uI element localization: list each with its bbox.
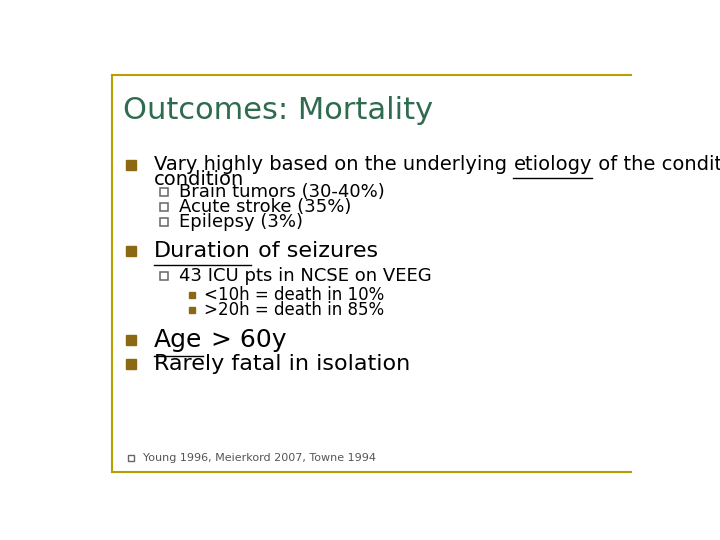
Text: etiology: etiology <box>513 155 592 174</box>
Text: > 60y: > 60y <box>202 328 286 352</box>
Text: 43 ICU pts in NCSE on VEEG: 43 ICU pts in NCSE on VEEG <box>179 267 432 285</box>
Text: condition: condition <box>154 170 244 189</box>
Text: <10h = death in 10%: <10h = death in 10% <box>204 286 384 304</box>
Text: Rarely fatal in isolation: Rarely fatal in isolation <box>154 354 410 374</box>
Text: of the condition: of the condition <box>592 155 720 174</box>
Text: Duration: Duration <box>154 241 251 261</box>
Text: Epilepsy (3%): Epilepsy (3%) <box>179 213 303 231</box>
Text: Age: Age <box>154 328 202 352</box>
Text: of seizures: of seizures <box>251 241 378 261</box>
Text: Outcomes: Mortality: Outcomes: Mortality <box>124 96 433 125</box>
Text: Vary highly based on the underlying: Vary highly based on the underlying <box>154 155 513 174</box>
Text: Acute stroke (35%): Acute stroke (35%) <box>179 198 351 216</box>
Text: Brain tumors (30-40%): Brain tumors (30-40%) <box>179 183 385 201</box>
Text: >20h = death in 85%: >20h = death in 85% <box>204 301 384 319</box>
Text: Young 1996, Meierkord 2007, Towne 1994: Young 1996, Meierkord 2007, Towne 1994 <box>143 453 376 463</box>
